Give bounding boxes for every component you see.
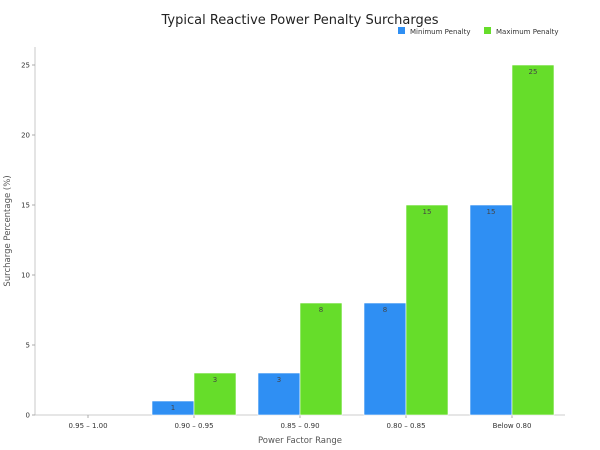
y-tick-label: 10 [21,272,30,280]
bar-value-label: 1 [171,404,175,412]
bar-labels: 1 3 3 8 8 15 15 25 [171,68,538,412]
bar-maximum-penalty [511,64,555,416]
bar-value-label: 15 [423,208,432,216]
bar-value-label: 3 [213,376,217,384]
bar-value-label: 8 [383,306,387,314]
bar-maximum-penalty [405,204,449,416]
bar-value-label: 3 [277,376,281,384]
x-axis-label: Power Factor Range [258,436,342,446]
legend-swatch-maximum-penalty [484,27,491,34]
x-tick-label: Below 0.80 [493,422,532,430]
bar-maximum-penalty [299,302,343,416]
legend-label-minimum-penalty: Minimum Penalty [410,28,471,36]
y-tick-label: 15 [21,202,30,210]
x-tick-label: 0.90 – 0.95 [174,422,213,430]
y-axis-ticks: 0 5 10 15 20 25 [21,62,35,420]
x-tick-label: 0.85 – 0.90 [280,422,319,430]
legend-label-maximum-penalty: Maximum Penalty [496,28,559,36]
bar-minimum-penalty [363,302,407,416]
bar-maximum-penalty [193,372,237,416]
x-tick-label: 0.95 – 1.00 [68,422,107,430]
legend-swatch-minimum-penalty [398,27,405,34]
x-tick-label: 0.80 – 0.85 [386,422,425,430]
y-tick-label: 25 [21,62,30,70]
x-axis-ticks: 0.95 – 1.00 0.90 – 0.95 0.85 – 0.90 0.80 – … [68,415,531,430]
legend: Minimum Penalty Maximum Penalty [398,27,559,36]
bar-value-label: 25 [529,68,538,76]
y-tick-label: 5 [26,342,30,350]
chart-title: Typical Reactive Power Penalty Surcharge… [160,13,438,28]
bar-value-label: 15 [487,208,496,216]
bar-value-label: 8 [319,306,323,314]
bar-minimum-penalty [469,204,513,416]
bars [151,64,555,416]
y-axis-label: Surcharge Percentage (%) [3,175,13,286]
y-tick-label: 20 [21,132,30,140]
bar-minimum-penalty [257,372,301,416]
y-tick-label: 0 [26,412,30,420]
